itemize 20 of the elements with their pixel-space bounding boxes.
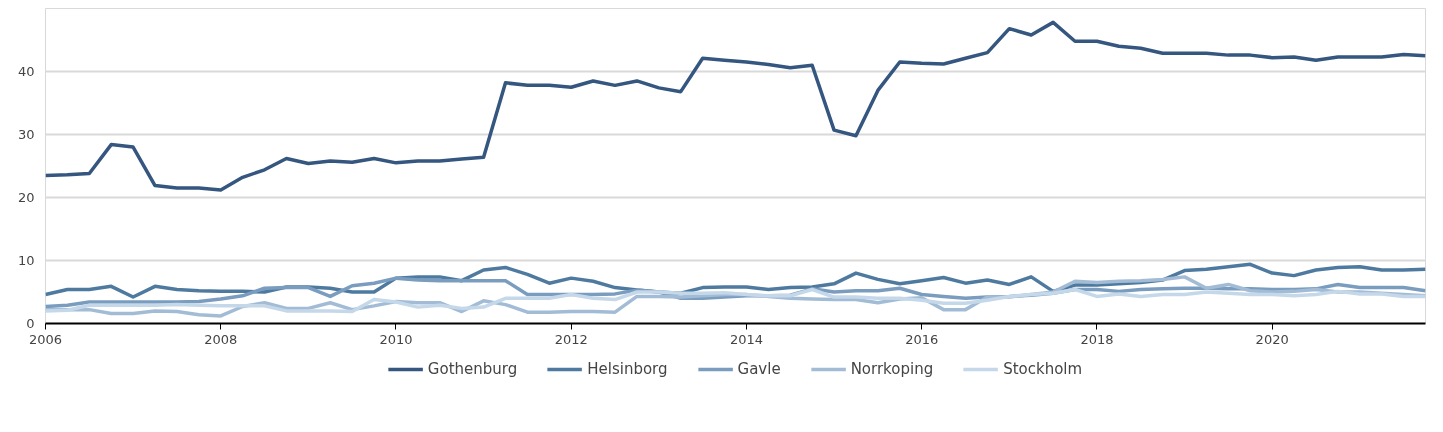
x-tick-label: 2018	[1080, 331, 1114, 347]
y-tick-label: 30	[17, 127, 35, 142]
x-tick-label: 2008	[204, 331, 238, 347]
x-tick-label: 2016	[905, 331, 939, 347]
legend-label: Norrkoping	[850, 359, 934, 378]
y-tick-label: 0	[26, 316, 35, 331]
y-tick-label: 10	[17, 253, 35, 268]
legend-label: Gothenburg	[427, 359, 518, 378]
x-tick-label: 2014	[729, 331, 763, 347]
x-tick-label: 2006	[28, 331, 63, 347]
legend-label: Stockholm	[1003, 359, 1083, 378]
x-tick-label: 2010	[379, 331, 413, 347]
legend-label: Gavle	[737, 359, 781, 378]
y-tick-label: 40	[17, 64, 35, 79]
legend-label: Helsinborg	[587, 359, 668, 378]
line-series	[45, 20, 1426, 192]
line-series	[45, 287, 1426, 314]
y-tick-label: 20	[17, 190, 35, 205]
x-tick-label: 2012	[554, 331, 588, 347]
x-tick-label: 2020	[1255, 331, 1289, 347]
